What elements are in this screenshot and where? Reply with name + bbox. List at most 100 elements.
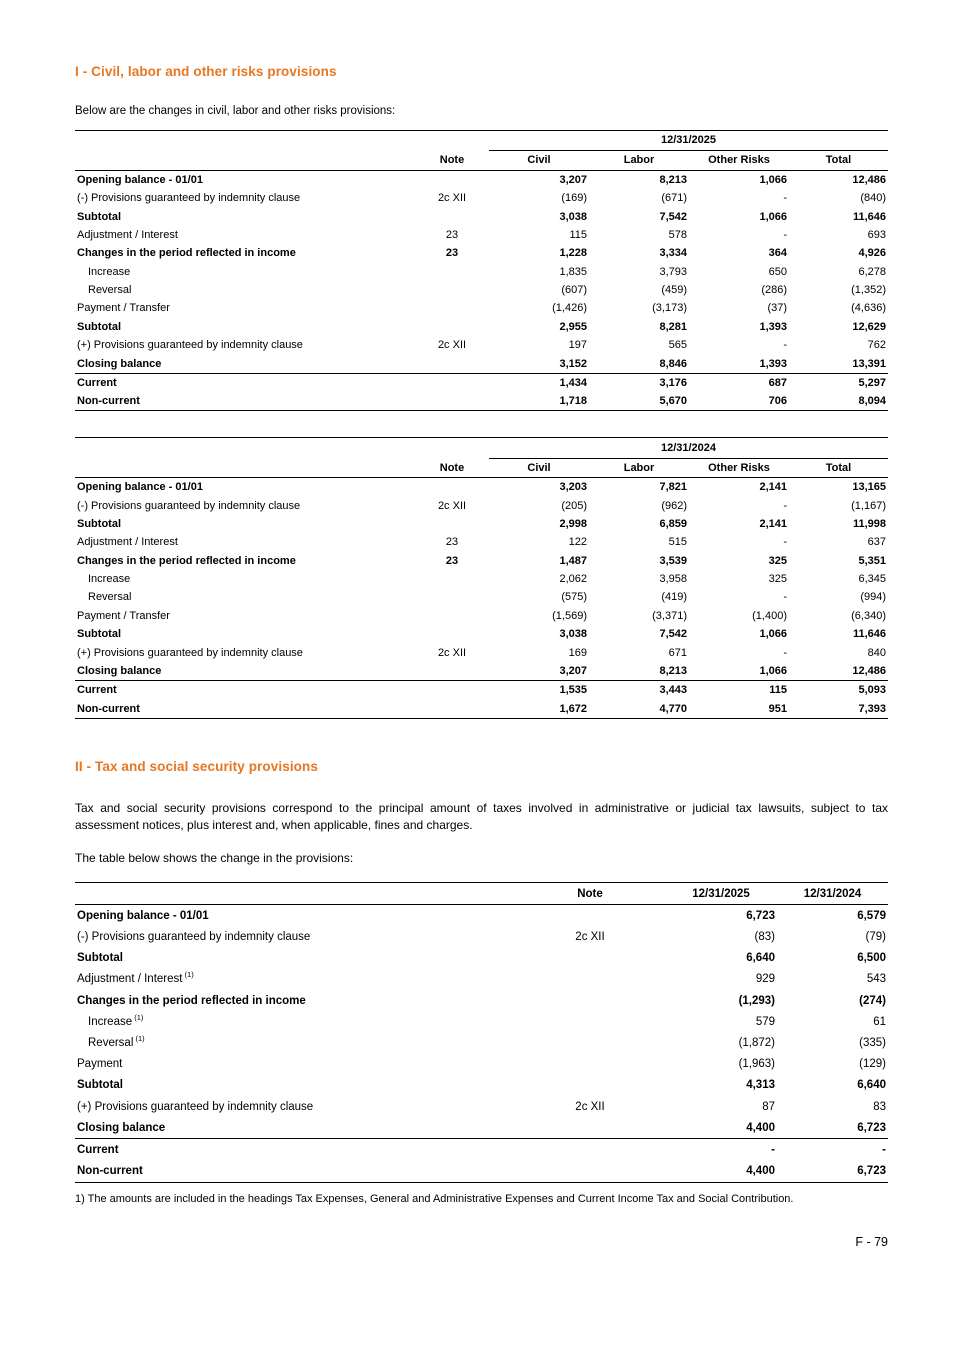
- row-value: 115: [569, 228, 587, 241]
- section-2-paragraph: Tax and social security provisions corre…: [75, 800, 888, 833]
- value-column-header: Civil: [489, 150, 589, 171]
- row-label: Opening balance - 01/01: [77, 909, 209, 922]
- row-value: (3,173): [652, 302, 687, 315]
- row-value: 762: [867, 339, 886, 352]
- row-value: 5,297: [789, 372, 888, 393]
- row-value: 6,640: [857, 1079, 886, 1092]
- row-value: 1,718: [559, 395, 587, 408]
- row-value: 6,723: [857, 1165, 886, 1178]
- table-row: (+) Provisions guaranteed by indemnity c…: [75, 336, 888, 354]
- row-note: [515, 905, 665, 927]
- row-value: 6,579: [857, 909, 886, 922]
- row-value: 12,486: [852, 173, 886, 186]
- row-value: -: [777, 1138, 888, 1161]
- row-value: 8,281: [659, 320, 687, 333]
- row-value: 4,926: [858, 247, 886, 260]
- row-note: [415, 392, 489, 411]
- row-value: 1,434: [489, 372, 589, 393]
- row-value: (607): [561, 284, 587, 296]
- footnote-marker: (1): [182, 970, 194, 980]
- row-label: Increase: [88, 265, 131, 278]
- row-label: Changes in the period reflected in incom…: [77, 247, 296, 260]
- page-content: I - Civil, labor and other risks provisi…: [75, 64, 888, 1249]
- row-note: [415, 570, 489, 588]
- row-value: 4,313: [746, 1079, 775, 1092]
- label-column-header: [75, 882, 515, 906]
- row-value: 929: [755, 973, 775, 986]
- row-value: 364: [768, 247, 787, 260]
- footnote-marker: (1): [132, 1012, 144, 1022]
- table-row: Opening balance - 01/01 3,203 7,821 2,141 13…: [75, 478, 888, 497]
- row-value: 3,958: [659, 573, 687, 586]
- table-row: Subtotal 3,038 7,542 1,066 11,646: [75, 625, 888, 643]
- row-value: 13,165: [852, 481, 886, 494]
- value-column-header: Civil: [489, 458, 589, 479]
- row-value: 687: [689, 372, 789, 393]
- row-value: (1,167): [851, 499, 886, 512]
- row-value: 1,066: [759, 664, 787, 677]
- table-footnote: 1) The amounts are included in the headi…: [75, 1192, 794, 1205]
- row-value: 2,141: [759, 517, 787, 530]
- row-label: Closing balance: [77, 664, 162, 677]
- row-note: 2c XII: [437, 339, 467, 352]
- row-value: 3,207: [559, 173, 587, 186]
- table-row: (-) Provisions guaranteed by indemnity c…: [75, 189, 888, 207]
- row-label: Payment / Transfer: [77, 302, 170, 315]
- row-value: 169: [568, 646, 587, 659]
- table-row: Opening balance - 01/01 6,723 6,579: [75, 905, 888, 927]
- row-value: 650: [768, 265, 787, 278]
- section-1-intro: Below are the changes in civil, labor an…: [75, 105, 396, 117]
- table-row: Non-current 1,718 5,670 706 8,094: [75, 392, 888, 411]
- table-row: Subtotal 2,998 6,859 2,141 11,998: [75, 515, 888, 533]
- row-note: 23: [445, 554, 459, 567]
- table-row: Payment / Transfer (1,569) (3,371) (1,400) (…: [75, 607, 888, 625]
- row-value: 122: [568, 536, 587, 549]
- table-row: Non-current 4,400 6,723: [75, 1160, 888, 1182]
- row-value: 671: [668, 646, 687, 659]
- row-value: 83: [873, 1100, 886, 1113]
- row-label: (+) Provisions guaranteed by indemnity c…: [77, 646, 303, 659]
- row-value: 578: [668, 228, 687, 241]
- row-value: 1,066: [759, 628, 787, 641]
- row-value: 11,646: [852, 628, 886, 641]
- row-label: Payment / Transfer: [77, 609, 170, 622]
- row-value: 565: [668, 339, 687, 352]
- row-value: 325: [768, 573, 787, 586]
- row-label: Opening balance - 01/01: [77, 481, 203, 494]
- row-value: 1,535: [489, 680, 589, 700]
- row-label: Changes in the period reflected in incom…: [77, 994, 306, 1007]
- value-column-header: Other Risks: [689, 458, 789, 479]
- table-row: (+) Provisions guaranteed by indemnity c…: [75, 643, 888, 661]
- row-note: [515, 1032, 665, 1053]
- civil-labor-provisions-table-2025: 12/31/2025 Note Civil Labor Other Risks Total…: [75, 130, 888, 412]
- row-note: [415, 281, 489, 299]
- note-column-header: Note: [415, 150, 489, 171]
- row-value: 325: [768, 554, 787, 567]
- table-row: Reversal (607) (459) (286) (1,352): [75, 281, 888, 299]
- row-label: Opening balance - 01/01: [77, 173, 203, 186]
- row-label: Subtotal: [77, 1079, 123, 1092]
- row-value: (671): [661, 192, 687, 205]
- row-value: 2,062: [559, 573, 587, 586]
- row-value: 706: [768, 395, 787, 408]
- row-label: (+) Provisions guaranteed by indemnity c…: [77, 339, 303, 352]
- section-1-title: I - Civil, labor and other risks provisi…: [75, 64, 337, 79]
- note-column-header: Note: [415, 458, 489, 479]
- row-label: (-) Provisions guaranteed by indemnity c…: [77, 499, 301, 512]
- row-value: 5,670: [659, 395, 687, 408]
- row-value: 3,038: [559, 628, 587, 641]
- row-value: -: [783, 536, 787, 549]
- table-row: Opening balance - 01/01 3,207 8,213 1,066 12…: [75, 170, 888, 189]
- row-note: 2c XII: [575, 931, 605, 944]
- row-value: 840: [867, 646, 886, 659]
- row-value: (286): [761, 284, 787, 296]
- row-note: [515, 1075, 665, 1096]
- row-value: 7,821: [659, 481, 687, 494]
- row-value: (1,352): [851, 284, 886, 296]
- row-note: [415, 515, 489, 533]
- row-value: 11,998: [852, 517, 886, 530]
- row-label: Non-current: [77, 702, 140, 715]
- row-label: Non-current: [77, 395, 140, 408]
- row-value: (962): [661, 499, 687, 512]
